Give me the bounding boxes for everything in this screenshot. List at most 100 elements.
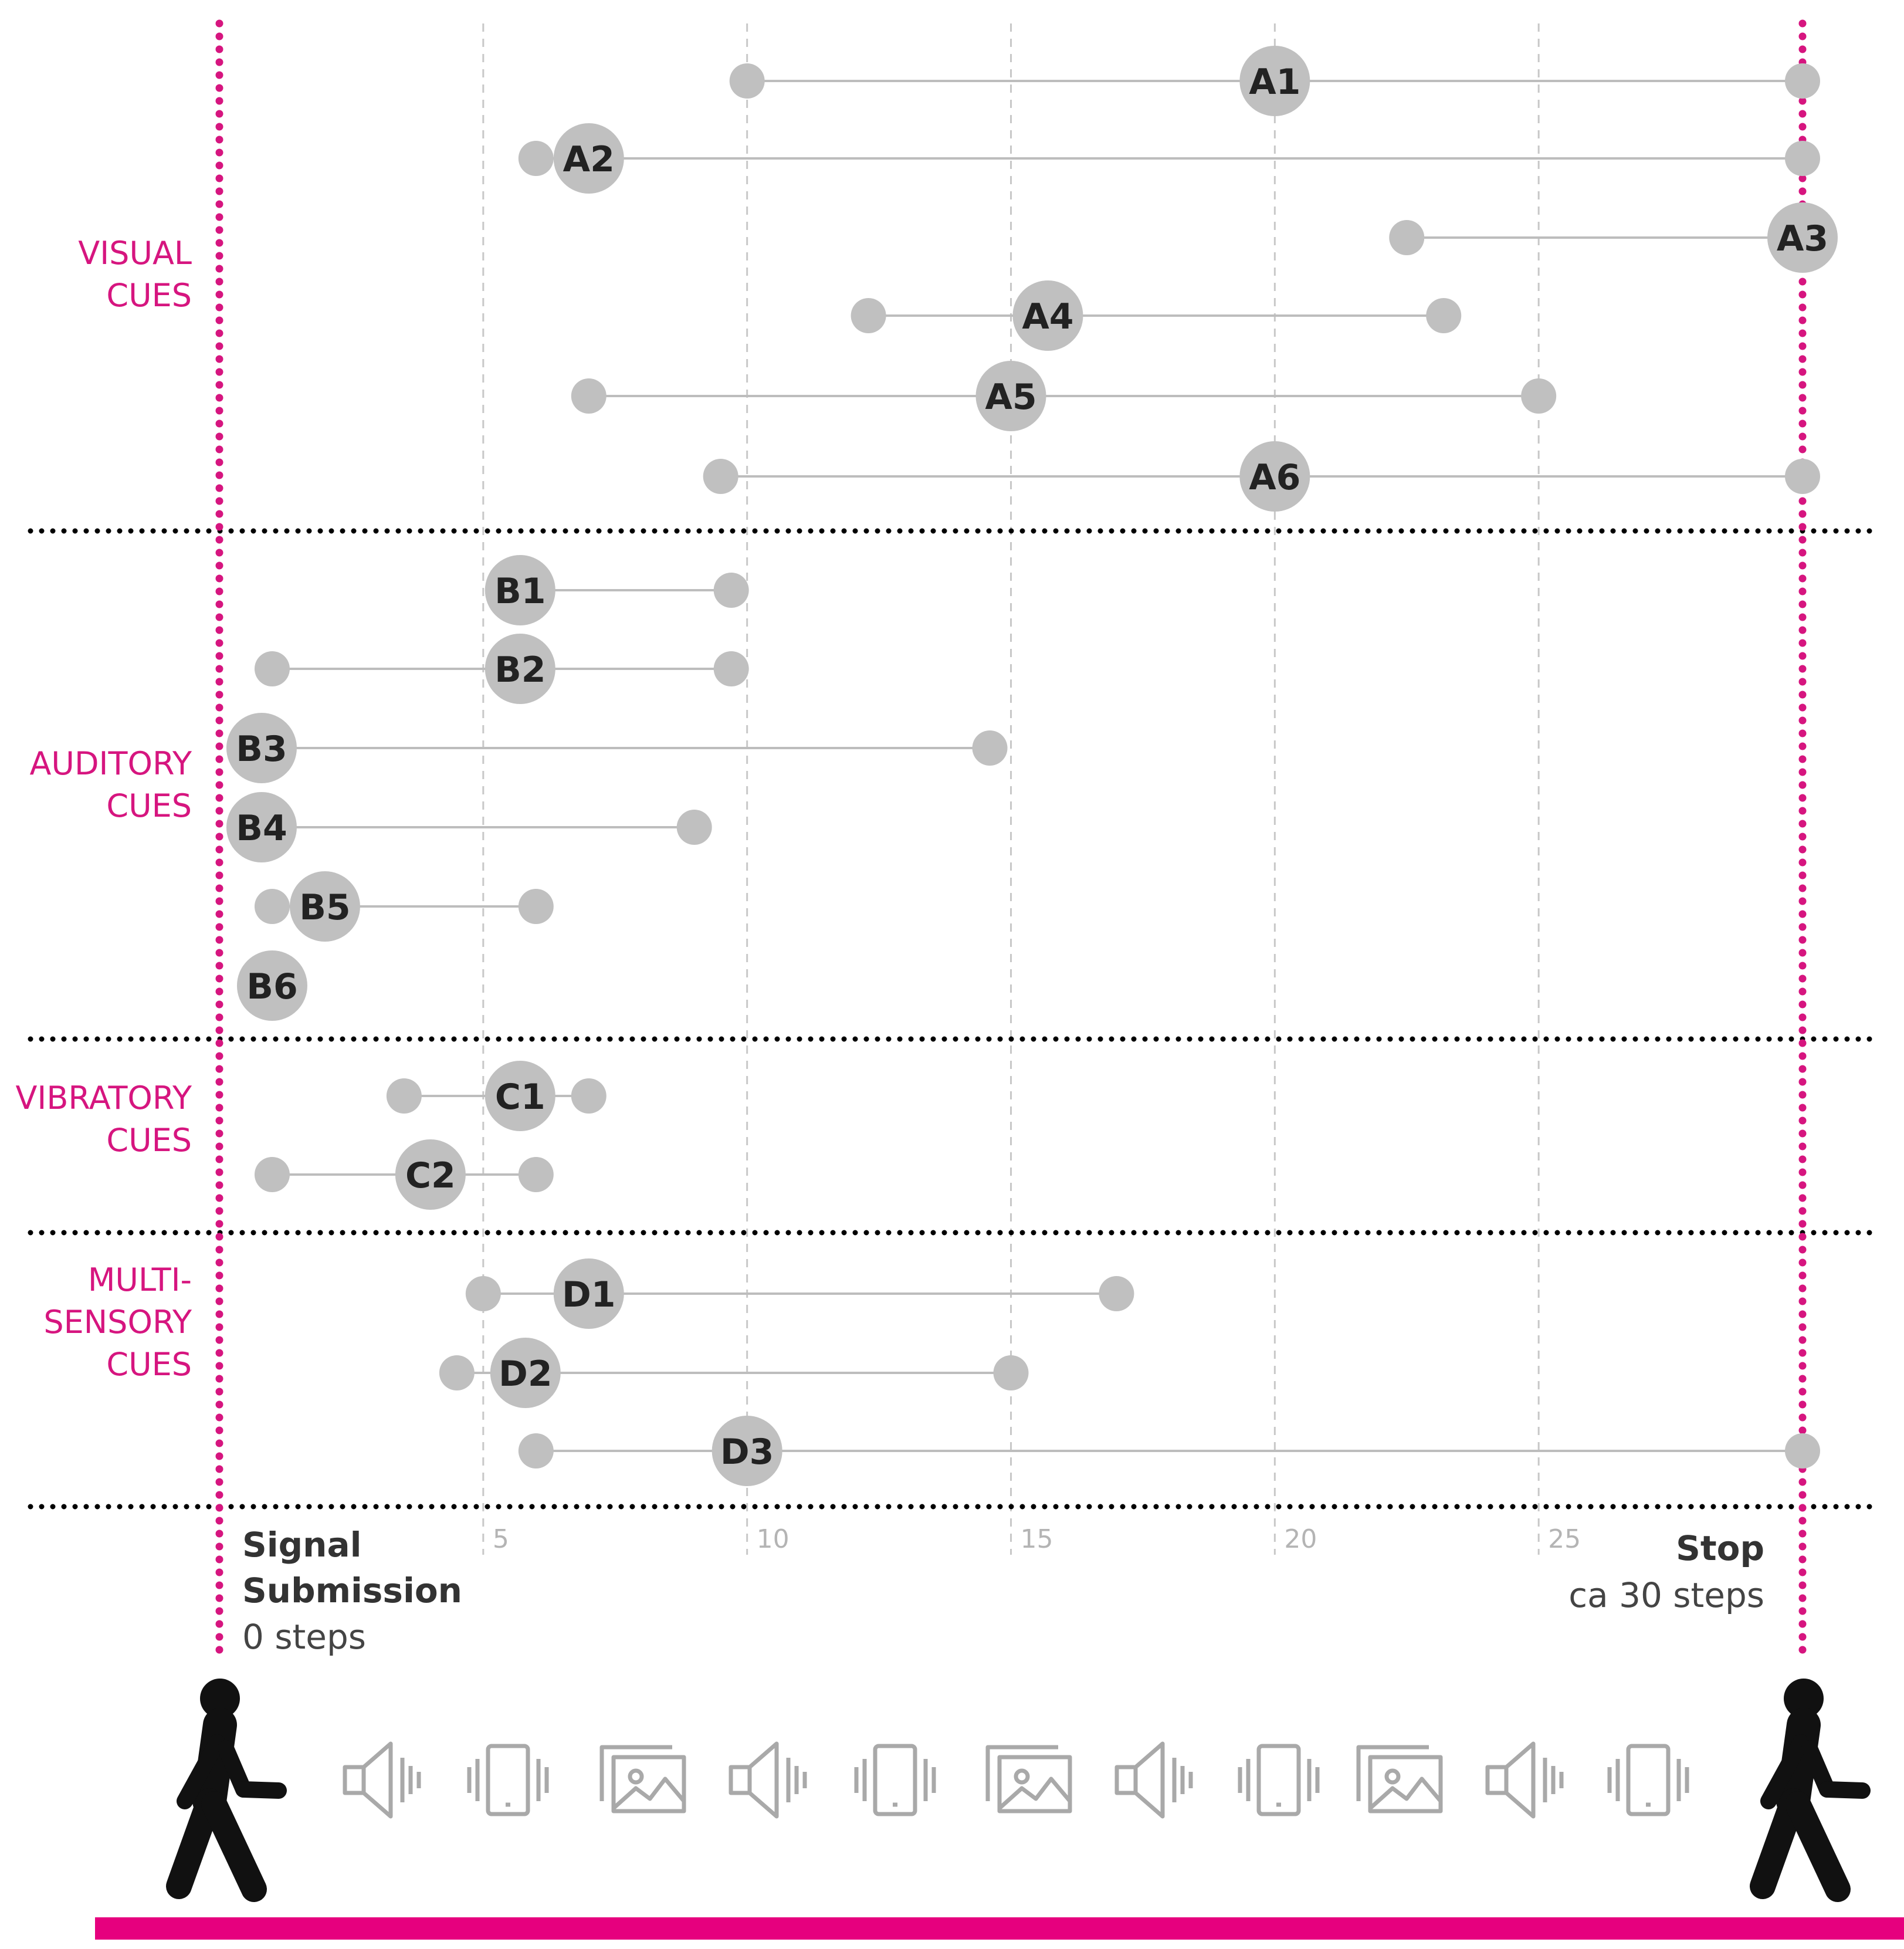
series-label-d2: D2 [499,1354,553,1395]
group-label-line: CUES [106,1346,192,1383]
series-a6: A6 [703,441,1820,512]
median-marker-d1 [553,1258,624,1329]
median-marker-a2 [553,123,624,194]
series-b5: B5 [254,871,554,942]
median-marker-b6 [236,950,307,1021]
median-marker-c2 [395,1139,466,1210]
median-marker-a3 [1767,202,1838,273]
speaker-icon [1485,1741,1564,1819]
endpoint-labels: Signal Submission 0 steps Stop ca 30 ste… [242,1525,1764,1657]
median-marker-b5 [289,871,360,942]
stop-label: Stop [1676,1528,1764,1568]
median-marker-a1 [1239,46,1310,116]
min-marker-c1 [386,1078,422,1114]
group-label-visual: VISUAL CUES [78,235,192,314]
x-tick-label-20: 20 [1284,1524,1317,1554]
median-marker-a5 [975,361,1046,431]
series-label-b4: B4 [236,808,287,849]
series-label-a1: A1 [1249,62,1300,103]
min-marker-a5 [571,378,607,414]
group-label-line: VIBRATORY [15,1080,192,1116]
min-marker-b2 [254,651,290,686]
image-icon [985,1745,1072,1813]
walker-stop-icon [1750,1679,1871,1902]
speaker-icon [1114,1741,1193,1819]
series-label-a6: A6 [1249,457,1300,498]
min-marker-a1 [729,63,765,99]
x-tick-label-25: 25 [1548,1524,1581,1554]
series-b1: B1 [485,555,749,625]
group-label-vibratory: VIBRATORY CUES [15,1080,192,1159]
max-marker-b5 [518,889,554,924]
median-marker-a4 [1012,280,1083,351]
min-marker-d1 [465,1276,501,1311]
median-marker-a6 [1239,441,1310,512]
median-marker-b4 [226,792,297,862]
series-label-b3: B3 [236,729,287,770]
series-label-d3: D3 [720,1432,774,1473]
group-label-line: MULTI- [88,1261,192,1298]
x-axis: 5 10 15 20 25 [493,1524,1581,1554]
min-marker-a3 [1389,220,1425,255]
max-marker-c2 [518,1157,554,1192]
min-marker-a2 [518,141,554,176]
min-marker-c2 [254,1157,290,1192]
group-label-line: CUES [106,277,192,314]
max-marker-a5 [1521,378,1557,414]
series-d1: D1 [465,1258,1134,1329]
image-icon [1356,1745,1443,1813]
series-label-b6: B6 [246,966,297,1007]
series-b3: B3 [226,713,1008,783]
max-marker-a1 [1785,63,1820,99]
max-marker-a2 [1785,141,1820,176]
series-label-c2: C2 [405,1155,456,1196]
group-labels: VISUALCUESAUDITORYCUESVIBRATORYCUESMULTI… [15,235,192,1383]
max-marker-b3 [972,730,1008,766]
max-marker-c1 [571,1078,607,1114]
series-label-b1: B1 [494,571,546,612]
series-label-a3: A3 [1777,218,1828,259]
min-marker-d2 [439,1355,475,1390]
speaker-icon [343,1741,421,1819]
series-a5: A5 [571,361,1557,431]
series-label-d1: D1 [562,1274,616,1315]
x-tick-label-10: 10 [757,1524,790,1554]
x-tick-label-15: 15 [1021,1524,1053,1554]
group-label-multisensory: MULTI- SENSORY CUES [43,1261,192,1383]
series-label-a4: A4 [1022,296,1073,337]
phone-vibrate-icon [1607,1744,1689,1816]
start-value-label: 0 steps [242,1617,366,1657]
group-separators [28,528,1880,1510]
max-marker-d3 [1785,1433,1820,1468]
min-marker-b5 [254,889,290,924]
min-marker-a4 [851,298,886,333]
group-label-line: SENSORY [43,1304,192,1341]
walker-start-icon [166,1679,287,1902]
group-label-line: CUES [106,787,192,824]
max-marker-b2 [713,651,749,686]
max-marker-b4 [676,810,712,845]
median-marker-c1 [485,1061,555,1131]
phone-vibrate-icon [854,1744,936,1816]
series-label-c1: C1 [495,1077,546,1118]
series-a2: A2 [518,123,1820,194]
max-marker-a4 [1426,298,1462,333]
series-b4: B4 [226,792,712,862]
series-b6: B6 [236,950,307,1021]
image-icon [599,1745,686,1813]
series-a3: A3 [1389,202,1838,273]
series-d2: D2 [439,1338,1029,1408]
series-label-a5: A5 [985,377,1036,418]
series-d3: D3 [518,1416,1820,1486]
x-tick-label-5: 5 [493,1524,509,1554]
max-marker-d2 [993,1355,1029,1390]
start-label-line2: Submission [242,1571,462,1610]
series-c1: C1 [386,1061,607,1131]
max-marker-b1 [713,573,749,608]
stop-value-label: ca 30 steps [1568,1575,1764,1615]
series-a4: A4 [851,280,1462,351]
max-marker-d1 [1099,1276,1134,1311]
icon-strip [166,1679,1871,1902]
ground-line [95,1917,1904,1940]
